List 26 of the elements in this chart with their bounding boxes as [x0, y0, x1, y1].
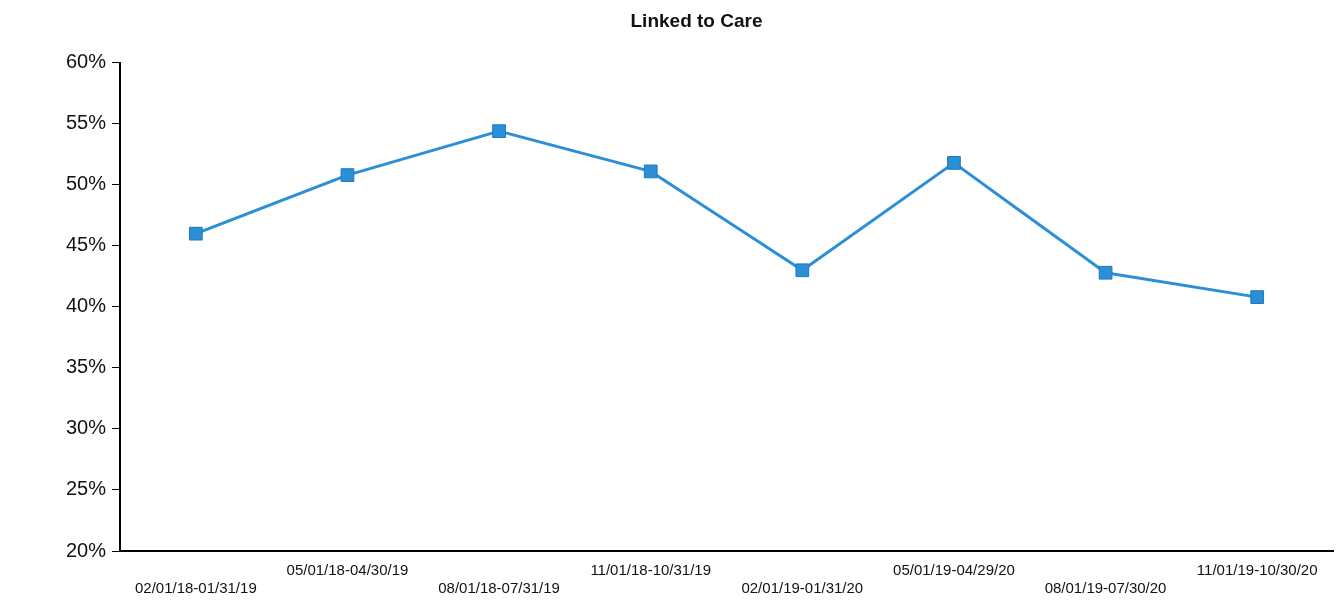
point	[340, 168, 355, 182]
point	[643, 164, 658, 179]
y-tick-label: 45%	[66, 233, 107, 256]
point	[947, 156, 961, 170]
x-tick-label: 08/01/19-07/30/20	[1044, 579, 1167, 597]
y-tick-label: 20%	[66, 538, 107, 561]
x-tick-label: 02/01/18-01/31/19	[134, 579, 257, 597]
x-tick-label: 08/01/18-07/31/19	[438, 579, 560, 597]
y-tick-label: 60%	[66, 50, 107, 73]
y-tick-label: 50%	[66, 172, 107, 195]
y-tick-label: 25%	[66, 477, 107, 500]
x-tick-label: 02/01/19-01/31/20	[741, 579, 864, 597]
point	[1250, 290, 1265, 304]
point	[795, 263, 810, 278]
x-tick-label: 11/01/19-10/30/20	[1196, 561, 1318, 579]
point	[1098, 265, 1113, 280]
y-tick-label: 55%	[66, 111, 107, 134]
point	[492, 124, 506, 139]
chart-title: Linked to Care	[630, 9, 763, 31]
y-tick-label: 40%	[66, 294, 107, 317]
y-tick-label: 35%	[66, 355, 107, 378]
y-tick-label: 30%	[66, 416, 107, 439]
point	[188, 226, 203, 241]
x-tick-label: 05/01/18-04/30/19	[286, 561, 409, 579]
x-tick-label: 05/01/19-04/29/20	[893, 561, 1015, 579]
x-tick-label: 11/01/18-10/31/19	[590, 561, 712, 579]
